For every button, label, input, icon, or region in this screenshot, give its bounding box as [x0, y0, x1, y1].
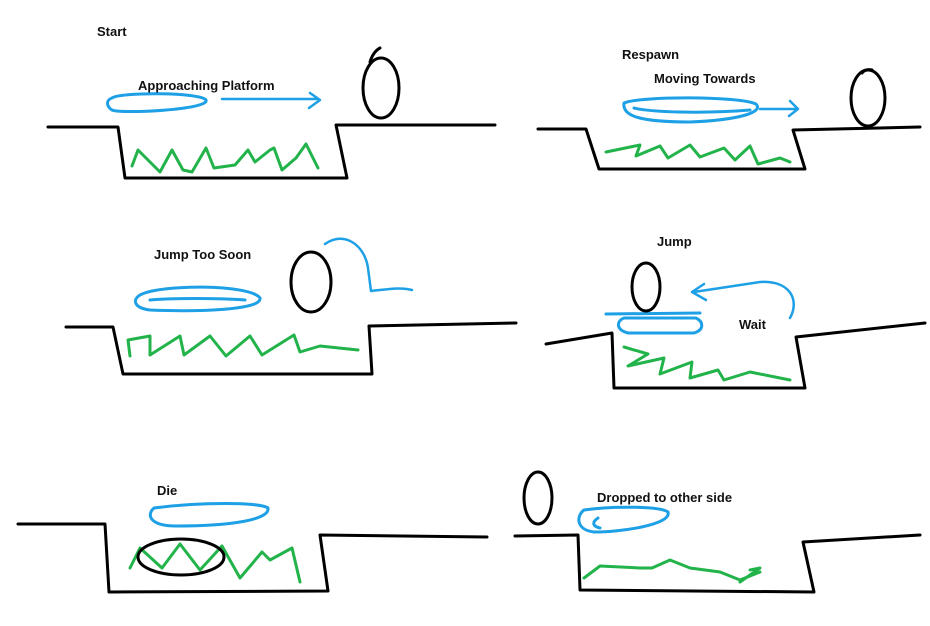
acid-pit: [128, 542, 302, 584]
label-start: Start: [97, 24, 127, 39]
label-jump-too-soon: Jump Too Soon: [154, 247, 252, 262]
player-character: [849, 68, 887, 128]
label-dropped-to-other-side: Dropped to other side: [597, 490, 733, 505]
platform-trail: [148, 297, 247, 302]
moving-platform: [617, 316, 704, 335]
moving-platform: [106, 92, 208, 114]
return-arrow: [690, 280, 795, 320]
acid-pit: [126, 333, 360, 358]
label-jump: Jump: [657, 234, 692, 249]
moving-platform: [622, 96, 759, 124]
player-character: [522, 470, 554, 526]
moving-platform: [148, 502, 270, 528]
player-character: [289, 250, 333, 314]
jump-arc-arrow: [323, 237, 414, 293]
moving-platform: [133, 285, 262, 313]
platform-trail: [592, 516, 602, 530]
acid-pit: [130, 142, 320, 174]
panel-jump-wait: [544, 261, 927, 390]
ground-outline: [46, 123, 497, 180]
player-antenna: [368, 46, 382, 64]
player-character: [630, 261, 662, 313]
acid-pit: [582, 558, 762, 584]
ground-outline: [544, 321, 927, 390]
ground-outline: [536, 125, 922, 171]
panel-dropped: [513, 470, 922, 594]
label-die: Die: [157, 483, 178, 498]
label-wait: Wait: [739, 317, 766, 332]
panel-respawn: [536, 68, 922, 171]
ground-outline: [64, 321, 518, 376]
ground-outline: [513, 533, 922, 594]
label-approaching-platform: Approaching Platform: [138, 78, 275, 93]
panel-die: [16, 502, 489, 594]
acid-pit: [622, 345, 792, 382]
player-antenna: [860, 68, 874, 75]
player-character-in-acid: [136, 537, 226, 577]
panel-jump-too-soon: [64, 237, 518, 376]
label-moving-towards: Moving Towards: [654, 71, 756, 86]
platform-top-edge: [604, 311, 702, 316]
platform-trail: [632, 106, 752, 114]
panel-start: [46, 46, 497, 180]
player-character: [361, 56, 401, 120]
direction-arrow: [758, 99, 800, 118]
moving-platform: [577, 505, 670, 534]
label-respawn: Respawn: [622, 47, 680, 62]
acid-pit: [604, 143, 792, 166]
direction-arrow: [220, 91, 322, 110]
ground-outline: [16, 522, 489, 594]
